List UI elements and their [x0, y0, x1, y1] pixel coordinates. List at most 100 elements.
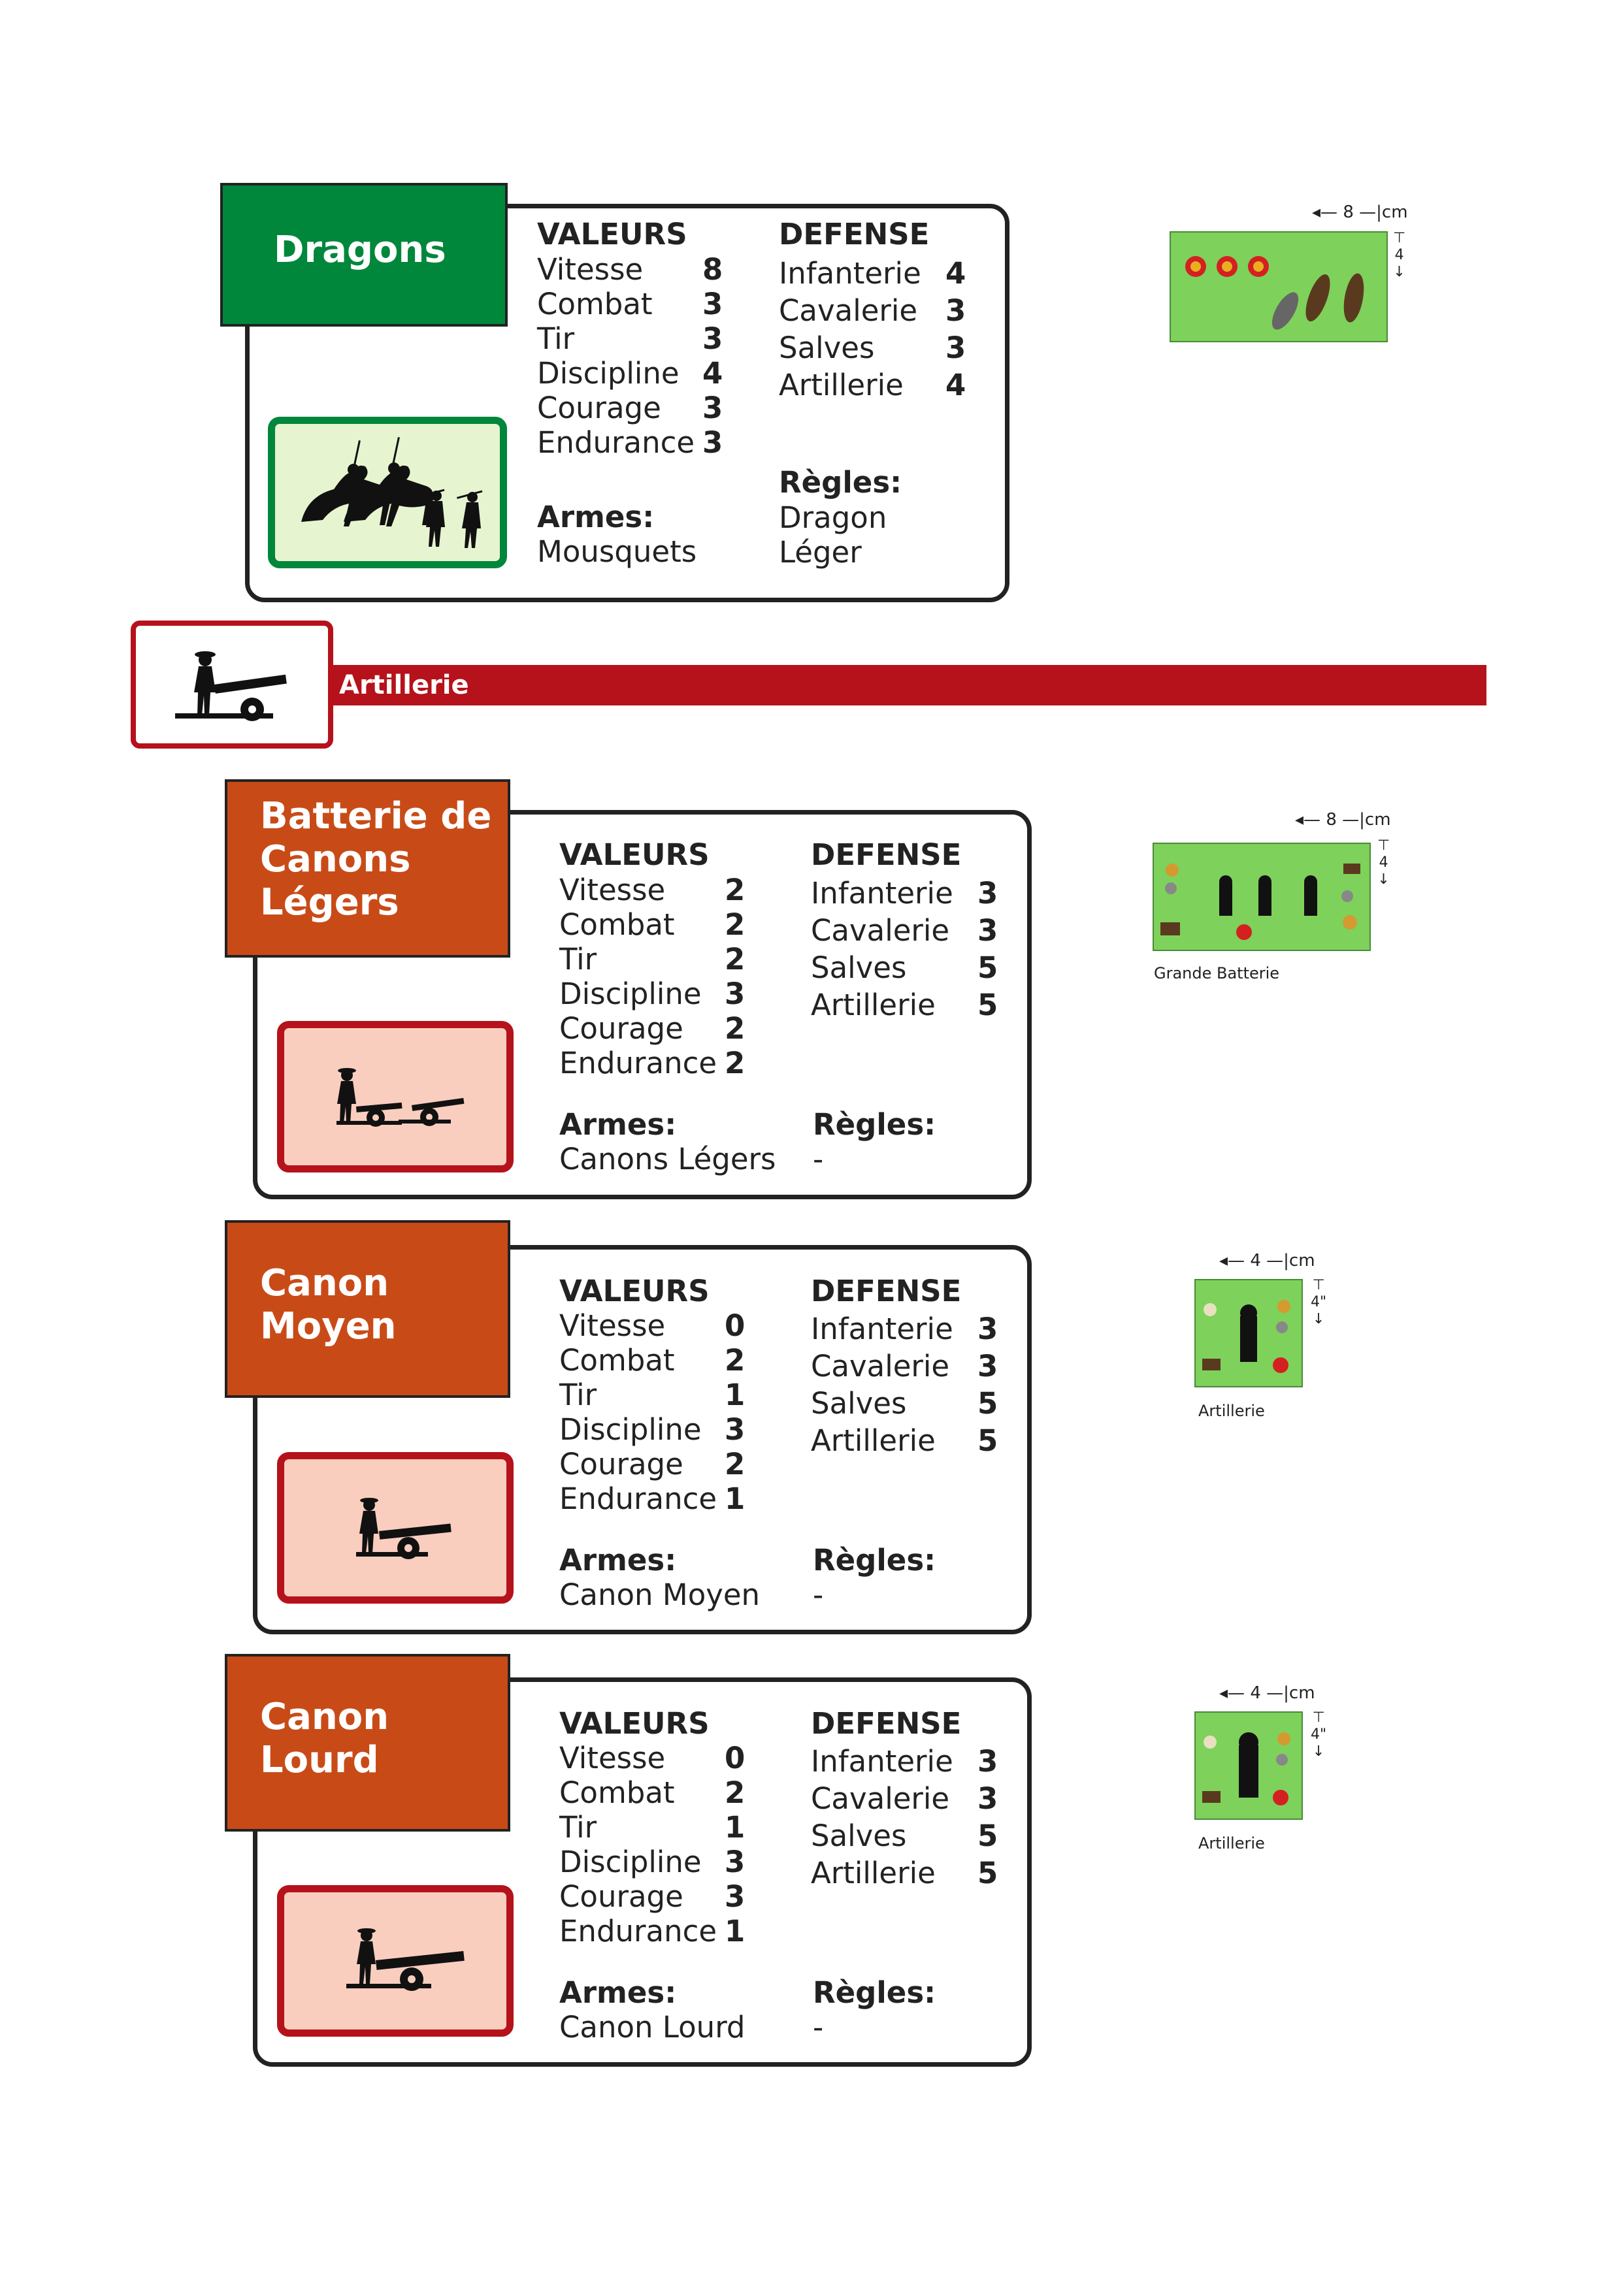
- defense-label: Salves: [811, 1819, 906, 1853]
- base-depth-label: ⊤ 4 ↓: [1377, 837, 1390, 888]
- regles-value: Dragon: [779, 500, 887, 535]
- light-cannons-silhouette-icon: [284, 1028, 506, 1165]
- unit-image: [277, 1452, 514, 1604]
- stat-label: Tir: [537, 321, 574, 356]
- stat-value: 2: [725, 873, 745, 907]
- base-caption: Grande Batterie: [1154, 964, 1279, 982]
- base-depth-label: ⊤ 4" ↓: [1311, 1709, 1326, 1760]
- stat-value: 2: [725, 1011, 745, 1046]
- stat-value: 3: [725, 977, 745, 1011]
- heavy-cannon-silhouette-icon: [284, 1892, 506, 2029]
- defense-value: 3: [945, 331, 966, 365]
- defense-label: Infanterie: [811, 1744, 953, 1779]
- stat-value: 2: [725, 1447, 745, 1481]
- arrow-left-icon: ◂—: [1312, 202, 1337, 222]
- unit-image: [268, 417, 507, 568]
- stat-value: 1: [725, 1914, 745, 1948]
- stat-label: Tir: [559, 942, 597, 977]
- defense-value: 4: [945, 256, 966, 291]
- defense-label: Cavalerie: [779, 293, 917, 328]
- armes-value: Mousquets: [537, 534, 697, 569]
- stat-label: Courage: [559, 1879, 683, 1914]
- cannon-base-figures-icon: [1196, 1280, 1302, 1386]
- section-title: Artillerie: [339, 670, 469, 700]
- defense-value: 5: [977, 988, 998, 1022]
- unit-name-line: Batterie de: [260, 795, 508, 838]
- regles-value: -: [813, 1142, 823, 1176]
- defense-value: 3: [977, 1744, 998, 1779]
- stat-label: Endurance: [559, 1914, 717, 1948]
- stat-value: 3: [725, 1412, 745, 1447]
- card-connector: [245, 323, 250, 539]
- card-connector: [253, 1821, 257, 2037]
- base-depth-label: ⊤ 4" ↓: [1311, 1277, 1326, 1328]
- stat-label: Discipline: [559, 1412, 702, 1447]
- stat-label: Endurance: [559, 1046, 717, 1080]
- dragoons-silhouette-icon: [275, 424, 500, 561]
- defense-label: Salves: [811, 950, 906, 985]
- defense-value: 5: [977, 1423, 998, 1458]
- arrow-left-icon: ◂—: [1219, 1251, 1245, 1270]
- armes-heading: Armes:: [559, 1975, 676, 2011]
- stat-label: Courage: [537, 391, 661, 425]
- base-width-label: ◂— 8 —|cm: [1312, 202, 1408, 222]
- unit-name: Canon Moyen: [225, 1220, 510, 1398]
- armes-value: Canon Moyen: [559, 1577, 760, 1612]
- stat-value: 3: [725, 1879, 745, 1914]
- stat-value: 3: [702, 425, 723, 460]
- valeurs-heading: VALEURS: [559, 1706, 710, 1741]
- stat-value: 4: [702, 356, 723, 391]
- stat-value: 3: [725, 1845, 745, 1879]
- unit-name-line: Lourd: [260, 1739, 508, 1782]
- regles-heading: Règles:: [813, 1543, 936, 1578]
- armes-heading: Armes:: [559, 1107, 676, 1142]
- stat-label: Vitesse: [537, 252, 643, 287]
- unit-name-line: Légers: [260, 881, 508, 924]
- stat-label: Courage: [559, 1011, 683, 1046]
- defense-label: Artillerie: [811, 988, 936, 1022]
- stat-value: 3: [702, 391, 723, 425]
- unit-name-line: Canon: [260, 1262, 508, 1305]
- stat-label: Courage: [559, 1447, 683, 1481]
- valeurs-heading: VALEURS: [559, 1274, 710, 1309]
- base-width-label: ◂— 4 —|cm: [1219, 1251, 1315, 1270]
- arrow-down-icon: ↓: [1311, 1743, 1326, 1760]
- stat-label: Discipline: [559, 1845, 702, 1879]
- defense-label: Salves: [779, 331, 874, 365]
- arrow-down-icon: ↓: [1311, 1311, 1326, 1328]
- stat-value: 2: [725, 942, 745, 977]
- defense-value: 5: [977, 950, 998, 985]
- arrow-down-icon: ↓: [1393, 264, 1405, 281]
- unit-base: [1170, 231, 1388, 342]
- unit-name-text: Dragons: [274, 229, 446, 271]
- stat-label: Vitesse: [559, 873, 665, 907]
- unit-name: Canon Lourd: [225, 1654, 510, 1832]
- stat-label: Vitesse: [559, 1741, 665, 1775]
- defense-value: 4: [945, 368, 966, 402]
- defense-value: 3: [977, 1781, 998, 1816]
- stat-label: Endurance: [559, 1481, 717, 1516]
- defense-value: 5: [977, 1856, 998, 1890]
- stat-label: Combat: [559, 1775, 675, 1810]
- battery-base-figures-icon: [1154, 844, 1369, 950]
- armes-value: Canon Lourd: [559, 2010, 745, 2045]
- defense-label: Cavalerie: [811, 913, 949, 948]
- unit-name-line: Moyen: [260, 1305, 508, 1348]
- stat-value: 3: [702, 321, 723, 356]
- stat-label: Tir: [559, 1810, 597, 1845]
- base-width-label: ◂— 4 —|cm: [1219, 1683, 1315, 1703]
- unit-name: Batterie de Canons Légers: [225, 779, 510, 958]
- stat-value: 0: [725, 1308, 745, 1343]
- armes-value: Canons Légers: [559, 1142, 776, 1176]
- base-caption: Artillerie: [1198, 1834, 1265, 1852]
- defense-value: 3: [945, 293, 966, 328]
- base-width-label: ◂— 8 —|cm: [1295, 810, 1391, 830]
- defense-label: Artillerie: [779, 368, 904, 402]
- stat-label: Combat: [559, 1343, 675, 1378]
- defense-value: 3: [977, 913, 998, 948]
- stat-value: 0: [725, 1741, 745, 1775]
- defense-heading: DEFENSE: [779, 217, 929, 252]
- defense-label: Cavalerie: [811, 1349, 949, 1383]
- cannon-section-icon: [136, 626, 328, 743]
- unit-name: Dragons: [220, 183, 508, 327]
